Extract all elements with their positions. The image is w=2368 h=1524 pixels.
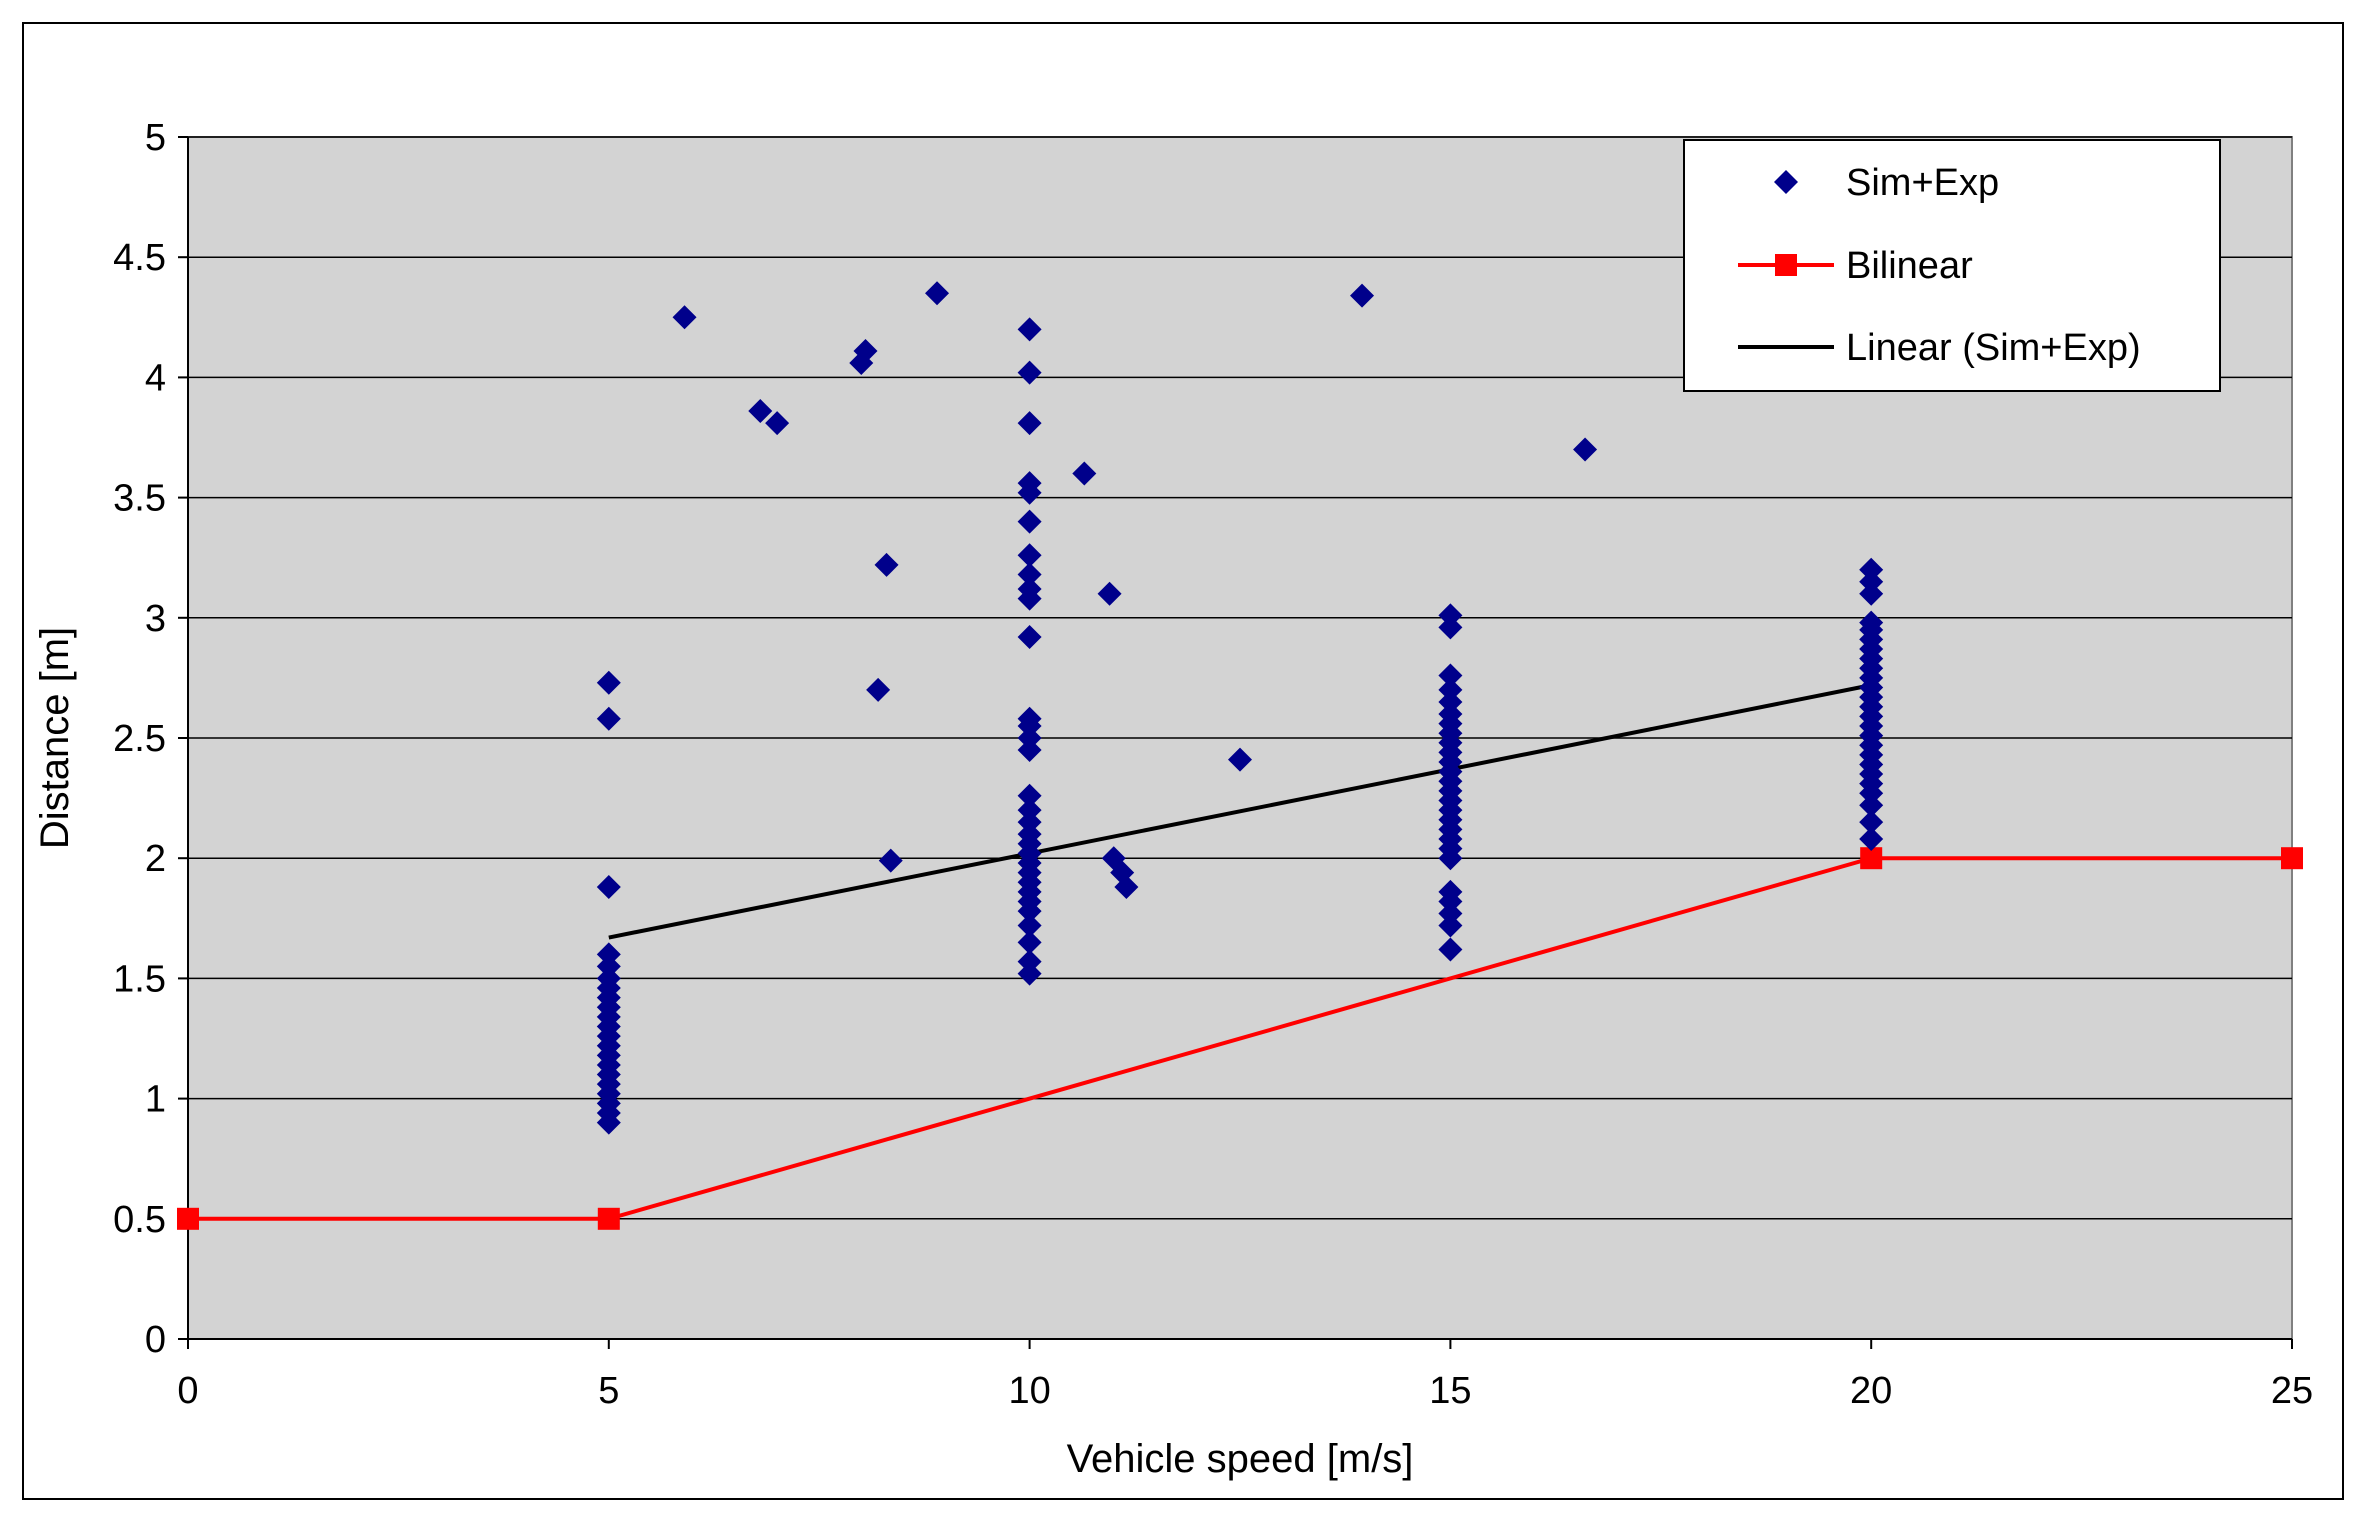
- scatter-point: [1017, 411, 1042, 436]
- x-tick-label: 25: [2271, 1370, 2313, 1412]
- scatter-point: [672, 305, 697, 330]
- scatter-point: [1017, 562, 1042, 587]
- x-tick-labels: 0 5 10 15 20 25: [177, 1370, 2313, 1412]
- scatter-point: [1859, 581, 1884, 606]
- y-tick-label: 4: [145, 357, 166, 399]
- scatter-point: [596, 954, 621, 979]
- scatter-point: [1017, 810, 1042, 835]
- scatter-point: [1017, 317, 1042, 342]
- x-tick-label: 0: [177, 1370, 198, 1412]
- legend-linear-label: Linear (Sim+Exp): [1846, 327, 2141, 369]
- scatter-point: [1017, 576, 1042, 601]
- scatter-point: [1350, 283, 1375, 308]
- legend-sim-exp-marker: [1774, 170, 1798, 194]
- scatter-point: [1017, 509, 1042, 534]
- legend: Sim+Exp Bilinear Linear (Sim+Exp): [1683, 139, 2221, 392]
- chart-frame: 0 0.5 1 1.5 2 2.5 3 3.5 4 4.5 5 0 5 10 15 20 25 Vehicle…: [22, 22, 2344, 1500]
- scatter-point: [1438, 677, 1463, 702]
- scatter-point: [1438, 689, 1463, 714]
- legend-bilinear-label: Bilinear: [1846, 245, 1973, 287]
- scatter-point: [1438, 615, 1463, 640]
- linear-trend-series: [608, 683, 1872, 940]
- bilinear-marker: [177, 1207, 199, 1230]
- scatter-point: [874, 552, 899, 577]
- scatter-point: [1017, 726, 1042, 750]
- y-tick-label: 2.5: [113, 718, 166, 760]
- scatter-point: [1017, 360, 1042, 385]
- scatter-point: [1438, 879, 1463, 904]
- scatter-point: [1859, 793, 1884, 818]
- scatter-point: [925, 281, 950, 306]
- scatter-point: [1097, 581, 1122, 606]
- x-tick-label: 20: [1850, 1370, 1892, 1412]
- scatter-point: [1017, 543, 1042, 568]
- scatter-point: [878, 848, 903, 873]
- scatter-point: [1017, 783, 1042, 808]
- scatter-point: [1072, 461, 1097, 486]
- legend-sim-exp-label: Sim+Exp: [1846, 162, 1999, 204]
- scatter-point: [1438, 603, 1463, 628]
- y-tick-label: 3: [145, 598, 166, 640]
- y-tick-label: 3.5: [113, 478, 166, 520]
- scatter-point: [596, 670, 621, 695]
- scatter-point: [1017, 961, 1042, 986]
- scatter-point: [1859, 569, 1884, 594]
- scatter-point: [1438, 913, 1463, 938]
- y-tick-label: 2: [145, 838, 166, 880]
- scatter-point: [1017, 822, 1042, 847]
- scatter-point: [1438, 937, 1463, 962]
- scatter-point: [596, 942, 621, 967]
- y-tick-labels: 0 0.5 1 1.5 2 2.5 3 3.5 4 4.5 5: [113, 117, 166, 1361]
- y-tick-label: 4.5: [113, 237, 166, 279]
- y-tick-label: 0: [145, 1319, 166, 1361]
- scatter-point: [1114, 875, 1139, 900]
- scatter-point: [1573, 437, 1598, 462]
- x-tick-label: 10: [1008, 1370, 1050, 1412]
- scatter-point: [1859, 610, 1884, 635]
- bilinear-series: [177, 847, 2303, 1230]
- bilinear-line-path: [188, 856, 2292, 1221]
- scatter-point: [1017, 471, 1042, 496]
- scatter-point: [1859, 557, 1884, 582]
- y-axis-title: Distance [m]: [33, 627, 77, 849]
- linear-trend-line: [608, 683, 1872, 940]
- bilinear-marker: [2281, 847, 2303, 870]
- x-tick-label: 5: [598, 1370, 619, 1412]
- scatter-point: [1438, 701, 1463, 726]
- scatter-chart: 0 0.5 1 1.5 2 2.5 3 3.5 4 4.5 5 0 5 10 15 20 25 Vehicle…: [33, 117, 2313, 1481]
- axes: [178, 136, 2293, 1349]
- scatter-point: [1228, 747, 1252, 772]
- bilinear-marker: [597, 1207, 620, 1230]
- bilinear-marker: [1860, 847, 1883, 870]
- scatter-point: [596, 966, 621, 991]
- scatter-point: [1017, 913, 1042, 938]
- scatter-point: [1438, 663, 1463, 688]
- y-tick-label: 0.5: [113, 1199, 166, 1241]
- scatter-point: [596, 875, 621, 900]
- y-tick-label: 1.5: [113, 958, 166, 1000]
- scatter-point: [1017, 949, 1042, 974]
- x-tick-label: 15: [1429, 1370, 1471, 1412]
- y-tick-label: 5: [145, 117, 166, 159]
- scatter-point: [1017, 706, 1042, 731]
- legend-bilinear-marker: [1775, 254, 1797, 276]
- x-axis-title: Vehicle speed [m/s]: [1067, 1437, 1414, 1481]
- scatter-point: [1017, 625, 1042, 650]
- y-tick-label: 1: [145, 1079, 166, 1121]
- scatter-point: [748, 399, 773, 424]
- sim-exp-series: [596, 281, 1884, 1135]
- scatter-point: [765, 411, 790, 436]
- scatter-point: [596, 706, 621, 731]
- scatter-point: [1859, 826, 1884, 851]
- scatter-point: [1017, 930, 1042, 955]
- scatter-point: [1438, 901, 1463, 926]
- scatter-point: [866, 677, 891, 702]
- scatter-point: [1859, 810, 1884, 835]
- scatter-point: [853, 338, 878, 363]
- scatter-point: [1017, 738, 1042, 763]
- scatter-point: [1017, 798, 1042, 823]
